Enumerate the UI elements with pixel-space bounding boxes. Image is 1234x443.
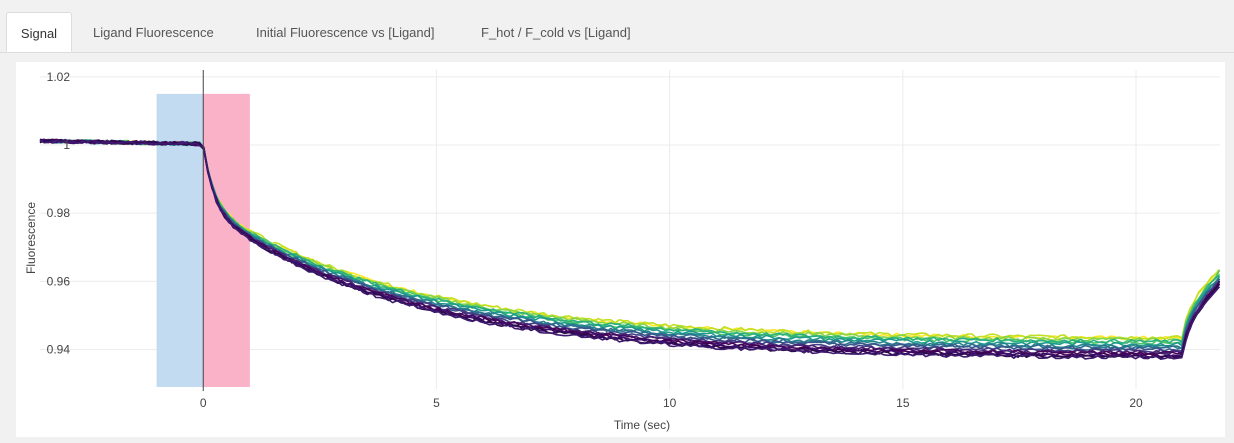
y-tick-label: 1 <box>63 138 70 152</box>
x-axis-label: Time (sec) <box>614 418 670 432</box>
hot-region <box>203 93 250 387</box>
y-tick-label: 1.02 <box>47 70 71 84</box>
tab-bar: Signal Ligand Fluorescence Initial Fluor… <box>0 0 1234 53</box>
y-tick-label: 0.94 <box>47 343 71 357</box>
x-tick-label: 20 <box>1129 396 1143 410</box>
y-tick-labels: 0.94 0.96 0.98 1 1.02 <box>47 70 71 357</box>
chart-panel: 0 5 10 15 20 0.94 0.96 0.98 1 1.02 Time (sec) Fl… <box>16 62 1225 437</box>
x-tick-label: 15 <box>896 396 910 410</box>
tab-ligand-fluorescence[interactable]: Ligand Fluorescence <box>93 25 214 40</box>
fluorescence-chart: 0 5 10 15 20 0.94 0.96 0.98 1 1.02 Time (sec) Fl… <box>24 70 1221 432</box>
tab-initial-fluorescence[interactable]: Initial Fluorescence vs [Ligand] <box>256 25 435 40</box>
y-tick-label: 0.98 <box>47 206 71 220</box>
y-axis-label: Fluorescence <box>24 202 38 274</box>
tab-f-hot-f-cold[interactable]: F_hot / F_cold vs [Ligand] <box>481 25 631 40</box>
y-tick-label: 0.96 <box>47 274 71 288</box>
x-tick-label: 0 <box>200 396 207 410</box>
tab-signal[interactable]: Signal <box>6 12 72 52</box>
series-line <box>39 139 1221 361</box>
cold-region <box>156 93 204 387</box>
series-line <box>39 138 1221 347</box>
x-tick-label: 5 <box>433 396 440 410</box>
x-tick-label: 10 <box>663 396 677 410</box>
x-tick-labels: 0 5 10 15 20 <box>200 396 1143 410</box>
series-lines <box>39 138 1221 361</box>
